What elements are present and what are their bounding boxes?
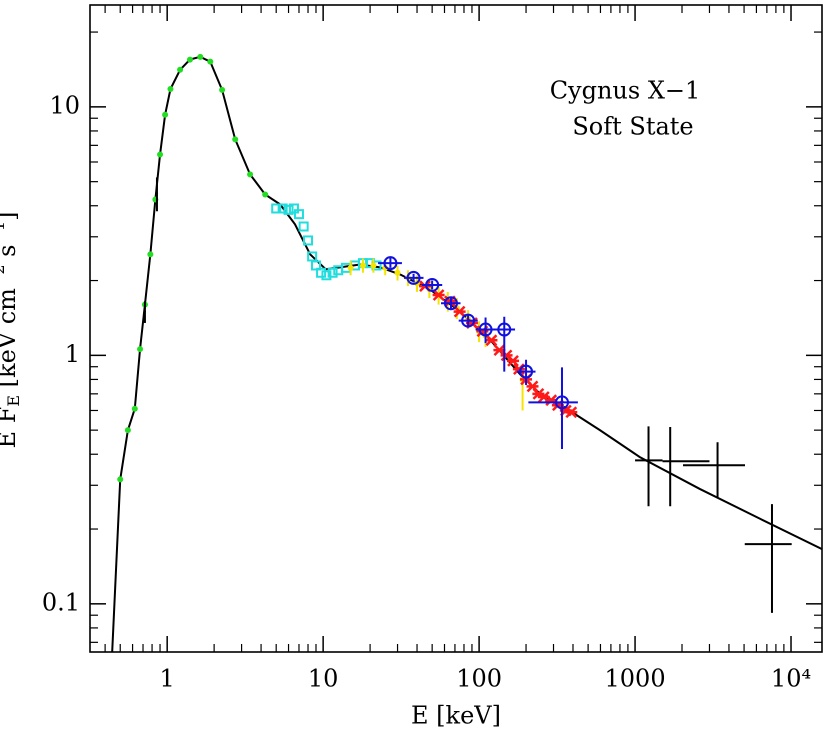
data-point <box>277 203 288 214</box>
x-tick-label: 1 <box>160 665 175 693</box>
y-tick-label: 1 <box>65 340 80 368</box>
y-tick-label: 10 <box>49 91 80 119</box>
x-tick-label: 10⁴ <box>771 665 811 693</box>
plot-frame <box>89 4 823 653</box>
x-axis-label: E [keV] <box>411 702 501 730</box>
data-point <box>394 269 401 276</box>
data-point <box>124 427 131 434</box>
data-point <box>432 289 445 301</box>
data-point <box>219 86 226 93</box>
data-point <box>283 204 294 215</box>
plot-area <box>111 53 822 652</box>
data-point <box>167 86 174 93</box>
data-point <box>485 334 498 347</box>
data-point <box>382 264 389 271</box>
data-point <box>131 405 138 412</box>
data-point <box>207 58 214 65</box>
data-point <box>232 136 239 143</box>
x-tick-label: 100 <box>456 665 502 693</box>
data-point <box>311 260 322 271</box>
annotation: Soft State <box>572 113 693 141</box>
y-axis-label-part: −2 <box>0 264 8 288</box>
data-point <box>117 476 124 483</box>
y-axis-label-part: −1 <box>0 221 8 245</box>
data-point <box>347 264 354 271</box>
data-point <box>303 235 314 246</box>
data-point <box>247 171 254 178</box>
data-point <box>197 53 204 60</box>
data-point <box>321 270 332 281</box>
data-point <box>406 270 421 285</box>
data-point <box>383 256 398 271</box>
data-point <box>554 395 569 410</box>
data-point <box>177 66 184 73</box>
y-axis-label-part: s <box>0 245 21 265</box>
data-point <box>461 313 476 328</box>
y-axis-label-part: [keV cm <box>0 288 21 395</box>
data-point <box>271 203 282 214</box>
data-point <box>316 267 327 278</box>
y-axis-label-part: E <box>4 395 23 407</box>
data-point <box>359 262 366 269</box>
data-point <box>507 355 520 367</box>
data-point <box>327 267 338 278</box>
data-point <box>565 406 578 419</box>
data-point <box>293 209 304 220</box>
x-tick-label: 10 <box>308 665 339 693</box>
y-tick-label: 0.1 <box>42 588 80 616</box>
data-point <box>157 151 164 158</box>
y-axis-label-part: E F <box>0 407 21 449</box>
data-point <box>478 322 493 337</box>
data-point <box>453 305 466 318</box>
data-point <box>370 262 377 269</box>
data-point <box>443 296 458 311</box>
y-axis-label: E FE [keV cm−2 s−1] <box>0 212 23 449</box>
data-point <box>262 191 269 198</box>
data-point <box>519 364 534 379</box>
data-point <box>497 322 512 337</box>
axes: 1 10 100 1000 10⁴ 0.1 1 10 <box>42 5 822 693</box>
data-point <box>162 111 169 118</box>
data-point <box>298 221 309 232</box>
data-point <box>186 56 193 63</box>
data-point <box>137 346 144 353</box>
y-axis-label-part: ] <box>0 212 21 221</box>
x-tick-label: 1000 <box>605 665 666 693</box>
data-point <box>147 251 154 258</box>
annotation: Cygnus X−1 <box>550 77 701 105</box>
data-point <box>288 203 299 214</box>
data-point <box>425 277 440 292</box>
